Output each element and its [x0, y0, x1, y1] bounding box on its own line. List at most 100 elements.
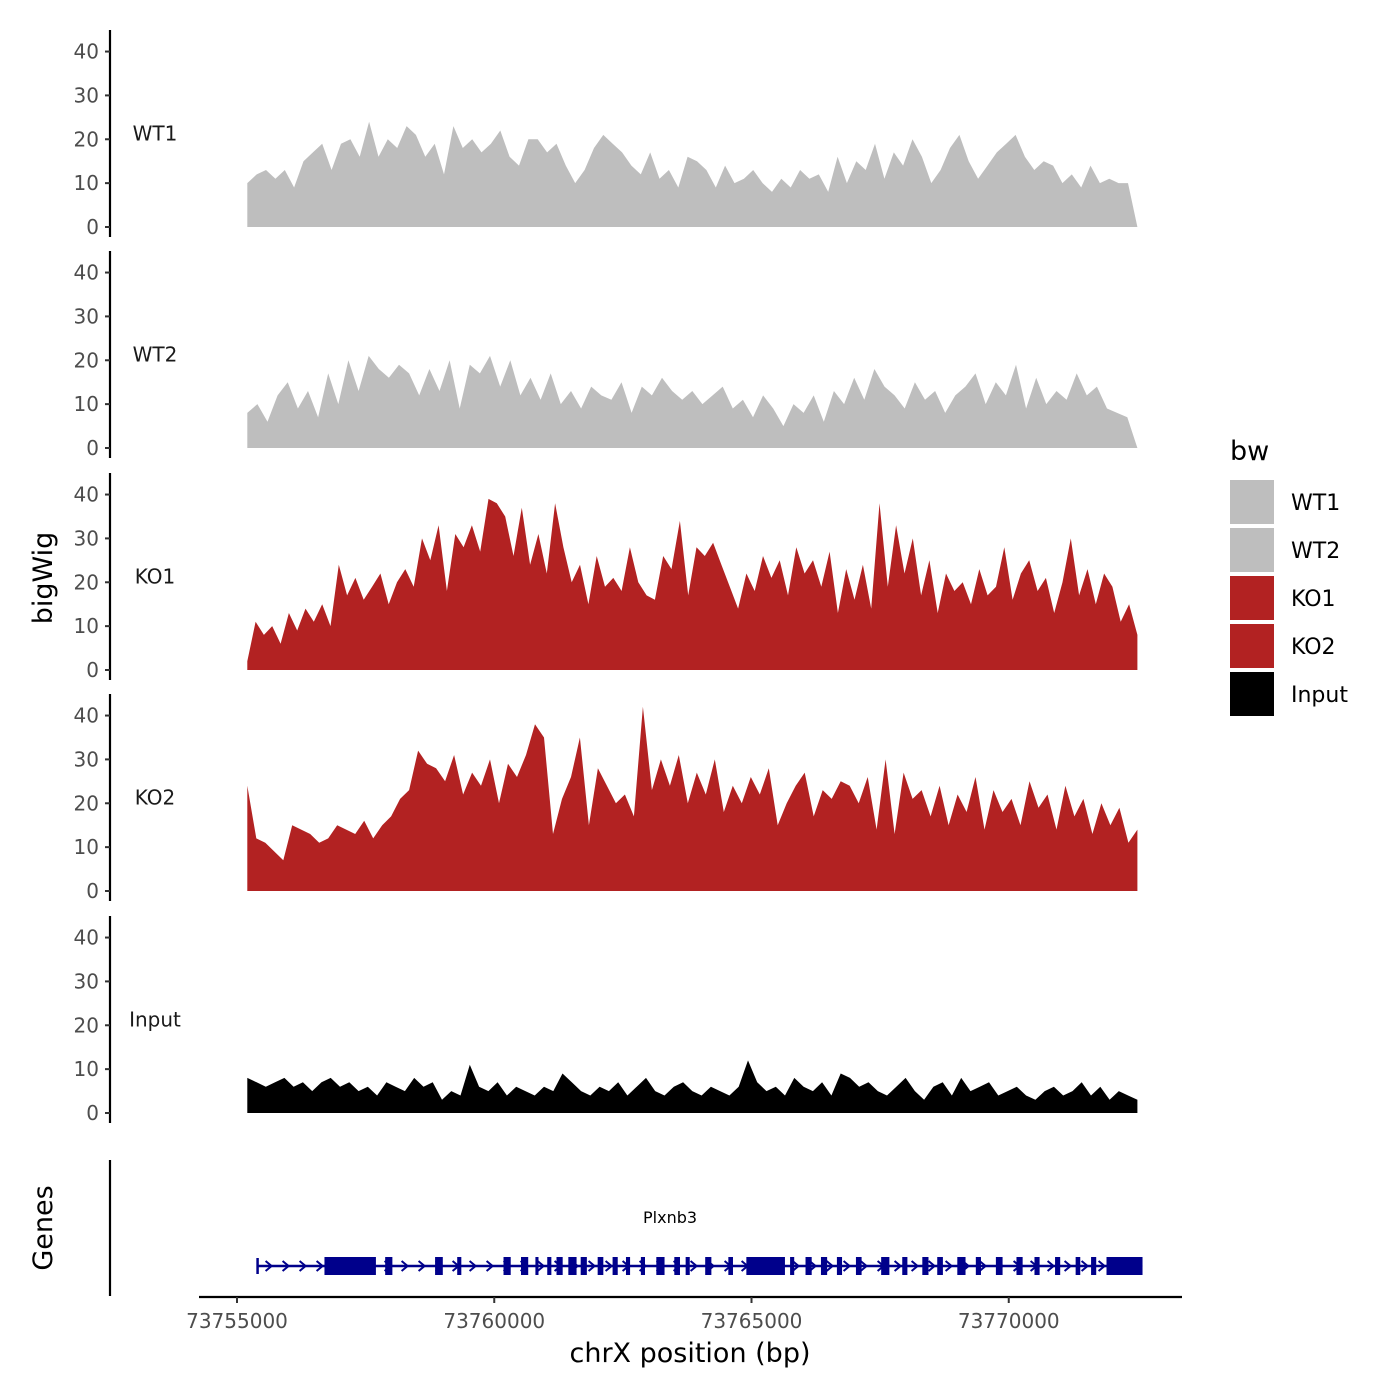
exon: [922, 1257, 929, 1275]
track-label-wt1: WT1: [133, 121, 178, 145]
y-tick-label: 0: [86, 215, 99, 239]
legend: bw WT1 WT2 KO1 KO2 Input: [1230, 436, 1348, 716]
exon: [957, 1257, 966, 1275]
strand-arrow: [825, 1260, 835, 1272]
exon: [1016, 1257, 1023, 1275]
y-tick-label: 0: [86, 436, 99, 460]
track-label-wt2: WT2: [133, 342, 178, 366]
strand-arrow: [978, 1260, 988, 1272]
coverage-area-wt1: [247, 121, 1138, 227]
y-tick-label: 0: [86, 879, 99, 903]
coverage-area-input: [247, 1060, 1138, 1113]
y-tick-label: 30: [74, 747, 99, 771]
strand-arrow: [927, 1260, 937, 1272]
exon: [820, 1257, 828, 1275]
strand-arrow: [1046, 1260, 1056, 1272]
y-axis-title: bigWig: [28, 532, 59, 625]
coverage-area-wt2: [247, 355, 1138, 448]
exon: [902, 1257, 908, 1275]
legend-key-wt2: [1230, 528, 1274, 572]
y-tick-label: 10: [74, 392, 99, 416]
exon: [685, 1257, 690, 1275]
y-tick-label: 20: [74, 348, 99, 372]
x-tick-label: 73755000: [186, 1309, 288, 1333]
exon: [385, 1257, 393, 1275]
track-label-ko1: KO1: [135, 564, 176, 588]
x-tick-label: 73770000: [958, 1309, 1060, 1333]
gene-label: Plxnb3: [643, 1208, 697, 1227]
exon: [728, 1257, 733, 1275]
exon: [547, 1257, 552, 1275]
legend-key-ko2: [1230, 624, 1274, 668]
strand-arrow: [893, 1260, 903, 1272]
strand-arrow: [485, 1260, 495, 1272]
strand-arrow: [264, 1260, 274, 1272]
track-label-input: Input: [129, 1007, 181, 1031]
y-tick-label: 40: [74, 483, 99, 507]
gene-track: Plxnb3: [108, 1160, 1143, 1296]
exon: [457, 1257, 462, 1275]
exon: [674, 1257, 680, 1275]
strand-arrow: [1080, 1260, 1090, 1272]
exon: [975, 1257, 981, 1275]
exon: [535, 1257, 539, 1275]
panel-wt1: 0 10 20 30 40 WT1: [74, 30, 1138, 239]
exon: [855, 1257, 862, 1275]
y-tick-label: 40: [74, 926, 99, 950]
exon: [597, 1257, 604, 1275]
strand-arrow: [468, 1260, 478, 1272]
x-axis: 73755000 73760000 73765000 73770000: [186, 1295, 1182, 1333]
y-tick-label: 0: [86, 658, 99, 682]
y-tick-label: 10: [74, 1057, 99, 1081]
y-tick-label: 40: [74, 40, 99, 64]
strand-arrow: [604, 1260, 614, 1272]
exon: [503, 1257, 511, 1275]
strand-arrow: [400, 1260, 410, 1272]
exon: [705, 1257, 712, 1275]
coverage-area-ko1: [247, 498, 1138, 670]
strand-arrow: [944, 1260, 954, 1272]
exon: [324, 1257, 376, 1275]
y-tick-label: 10: [74, 835, 99, 859]
strand-arrow: [842, 1260, 852, 1272]
strand-arrow: [587, 1260, 597, 1272]
exon: [568, 1257, 577, 1275]
y-tick-label: 10: [74, 614, 99, 638]
strand-arrow: [1063, 1260, 1073, 1272]
exon: [881, 1257, 890, 1275]
exon: [937, 1257, 943, 1275]
exon: [656, 1257, 665, 1275]
strand-arrow: [281, 1260, 291, 1272]
exon: [435, 1257, 443, 1275]
y-tick-label: 30: [74, 526, 99, 550]
y-tick-label: 30: [74, 83, 99, 107]
exon: [1034, 1257, 1040, 1275]
exon: [790, 1257, 795, 1275]
y-tick-label: 20: [74, 570, 99, 594]
y-tick-label: 20: [74, 791, 99, 815]
strand-arrow: [1097, 1260, 1107, 1272]
strand-arrow: [298, 1260, 308, 1272]
y-tick-label: 30: [74, 304, 99, 328]
y-tick-label: 30: [74, 969, 99, 993]
exon: [746, 1257, 785, 1275]
legend-label-wt1: WT1: [1291, 491, 1340, 516]
panel-ko2: 0 10 20 30 40 KO2: [74, 694, 1138, 903]
legend-label-ko1: KO1: [1291, 587, 1336, 612]
exon: [1075, 1257, 1081, 1275]
strand-arrow: [791, 1260, 801, 1272]
legend-label-input: Input: [1291, 683, 1348, 708]
panel-wt2: 0 10 20 30 40 WT2: [74, 251, 1138, 460]
track-label-ko2: KO2: [135, 785, 176, 809]
y-tick-label: 0: [86, 1101, 99, 1125]
y-tick-label: 20: [74, 1013, 99, 1037]
gene-plxnb3: Plxnb3: [256, 1208, 1143, 1275]
exon: [580, 1257, 587, 1275]
exon: [612, 1257, 618, 1275]
x-tick-label: 73765000: [701, 1309, 803, 1333]
strand-arrow: [910, 1260, 920, 1272]
exon: [640, 1257, 645, 1275]
x-tick-label: 73760000: [443, 1309, 545, 1333]
y-tick-label: 40: [74, 261, 99, 285]
y-tick-label: 10: [74, 171, 99, 195]
